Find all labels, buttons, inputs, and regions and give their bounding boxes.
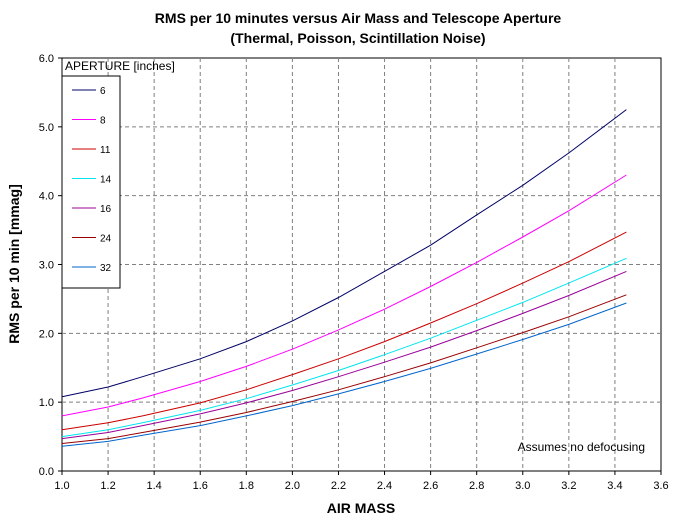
annotation-note: Assumes no defocusing: [518, 440, 645, 454]
y-axis-title: RMS per 10 min [mmag]: [6, 184, 22, 343]
x-tick-label: 2.4: [377, 480, 392, 492]
legend-items: 6 8 11 14 16 24 32: [72, 86, 112, 274]
legend-label-8: 8: [100, 116, 106, 127]
y-tick-label: 2.0: [39, 328, 54, 340]
legend-title: APERTURE [inches]: [65, 59, 175, 73]
x-tick-label: 1.0: [54, 480, 69, 492]
x-tick-label: 1.2: [100, 480, 115, 492]
x-axis-title: AIR MASS: [327, 500, 395, 516]
series-line-6: [61, 109, 627, 398]
legend-label-6: 6: [100, 86, 106, 97]
y-tick-label: 0.0: [39, 466, 54, 478]
legend-label-16: 16: [100, 204, 112, 215]
y-axis-ticks: 0.0 1.0 2.0 3.0 4.0 5.0 6.0: [39, 53, 62, 478]
y-tick-label: 1.0: [39, 397, 54, 409]
series-line-8: [61, 174, 627, 417]
x-tick-label: 3.2: [561, 480, 576, 492]
legend-label-32: 32: [100, 263, 112, 274]
x-tick-label: 1.4: [147, 480, 162, 492]
legend-label-24: 24: [100, 234, 112, 245]
plot-area: [61, 57, 662, 472]
x-tick-label: 3.6: [653, 480, 668, 492]
legend-box: [61, 75, 121, 289]
y-tick-label: 6.0: [39, 53, 54, 65]
series-line-24: [61, 294, 627, 444]
legend-label-14: 14: [100, 175, 112, 186]
x-tick-label: 3.0: [515, 480, 530, 492]
y-tick-label: 5.0: [39, 122, 54, 134]
x-tick-label: 1.6: [193, 480, 208, 492]
chart-subtitle: (Thermal, Poisson, Scintillation Noise): [230, 30, 485, 46]
series-layer: [61, 109, 627, 447]
legend: APERTURE [inches] 6 8 11 14 16 24 32: [61, 59, 175, 289]
x-tick-label: 1.8: [239, 480, 254, 492]
series-line-32: [61, 302, 627, 447]
series-line-11: [61, 231, 627, 431]
x-tick-label: 2.8: [469, 480, 484, 492]
legend-label-11: 11: [100, 145, 111, 156]
x-tick-label: 2.2: [331, 480, 346, 492]
y-tick-label: 3.0: [39, 260, 54, 272]
x-axis-ticks: 1.0 1.2 1.4 1.6 1.8 2.0 2.2 2.4 2.6 2.8 3.0 3.2 3.4 3…: [54, 471, 669, 492]
y-tick-label: 4.0: [39, 191, 54, 203]
x-tick-label: 3.4: [607, 480, 622, 492]
series-line-14: [61, 257, 627, 438]
series-line-16: [61, 270, 627, 440]
gridlines: [62, 58, 661, 471]
chart-title: RMS per 10 minutes versus Air Mass and T…: [155, 10, 562, 26]
x-tick-label: 2.0: [285, 480, 300, 492]
x-tick-label: 2.6: [423, 480, 438, 492]
